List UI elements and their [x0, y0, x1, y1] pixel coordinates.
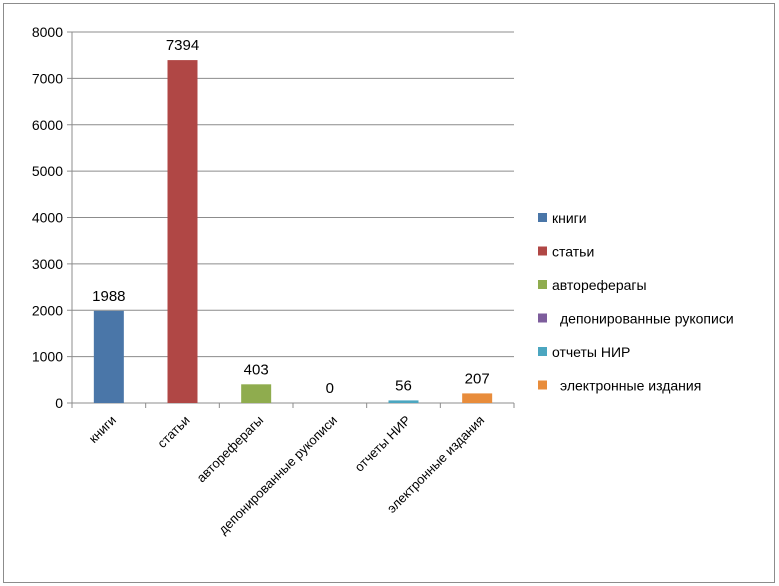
data-label: 0 — [326, 380, 334, 397]
legend-swatch — [538, 280, 547, 289]
legend-swatch — [538, 246, 547, 256]
y-tick-label: 6000 — [32, 117, 63, 133]
legend-label: отчеты НИР — [552, 344, 630, 360]
legend-swatch — [538, 347, 547, 356]
y-tick-label: 1000 — [32, 349, 63, 365]
chart-frame — [3, 3, 775, 583]
bar-1 — [167, 60, 198, 404]
legend: книги статьи автореферагы депонированные ру… — [538, 210, 734, 394]
legend-label: книги — [552, 210, 587, 226]
data-label: 1988 — [92, 288, 125, 305]
axes — [67, 31, 515, 408]
y-tick-label: 0 — [55, 395, 63, 411]
data-label: 207 — [465, 370, 490, 387]
legend-swatch — [538, 213, 547, 222]
data-label: 56 — [395, 377, 412, 394]
y-tick-label: 2000 — [32, 302, 63, 318]
legend-label: статьи — [552, 244, 594, 260]
x-tick-label: книги — [86, 413, 119, 446]
legend-label: электронные издания — [560, 378, 701, 394]
x-tick-label: автореферагы — [194, 413, 267, 486]
bar-4 — [388, 400, 419, 403]
x-tick-label: статьи — [154, 413, 192, 451]
x-tick-label: отчеты НИР — [352, 413, 414, 475]
data-label: 7394 — [166, 37, 199, 54]
y-tick-labels: 0 1000 2000 3000 4000 5000 6000 7000 8000 — [32, 24, 63, 411]
y-tick-label: 3000 — [32, 256, 63, 272]
bar-0 — [93, 310, 124, 403]
legend-label: автореферагы — [552, 277, 647, 293]
legend-swatch — [538, 313, 547, 323]
bar-2 — [241, 384, 272, 403]
gridlines — [72, 31, 514, 358]
y-tick-label: 8000 — [32, 24, 63, 40]
data-label: 403 — [244, 361, 269, 378]
legend-label: депонированные рукописи — [560, 311, 734, 327]
y-tick-label: 5000 — [32, 163, 63, 179]
data-labels: 1988 7394 403 0 56 207 — [92, 37, 490, 397]
bar-5 — [462, 393, 493, 403]
legend-swatch — [538, 380, 547, 390]
x-tick-label: депонированные рукописи — [215, 413, 340, 538]
y-tick-label: 7000 — [32, 70, 63, 86]
bars — [93, 60, 493, 404]
y-tick-label: 4000 — [32, 210, 63, 226]
